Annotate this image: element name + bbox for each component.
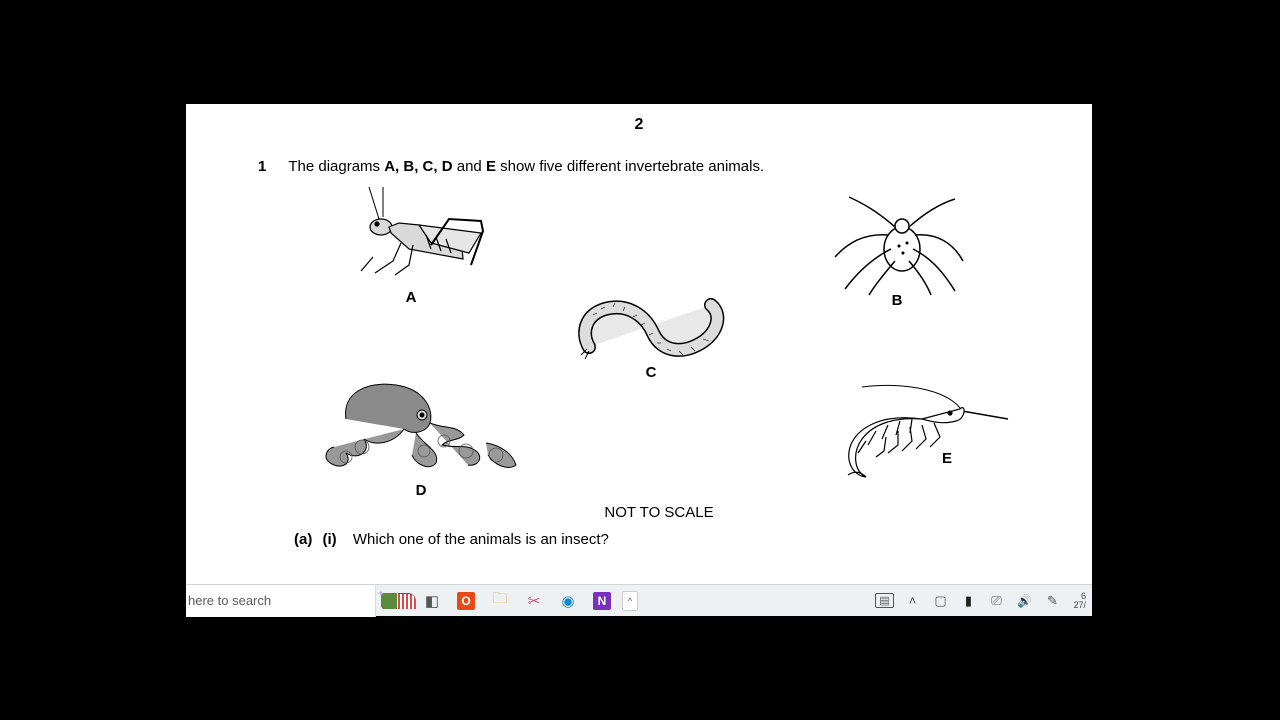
subpart-label: (i) bbox=[323, 531, 337, 548]
onenote-icon[interactable]: N bbox=[586, 585, 618, 617]
search-placeholder: here to search bbox=[188, 593, 271, 608]
grasshopper-icon bbox=[331, 187, 491, 282]
taskbar-apps: ◧O🗀✂◉N bbox=[376, 585, 618, 616]
question-text: The diagrams A, B, C, D and E show five … bbox=[288, 158, 764, 175]
task-view-icon[interactable]: ◧ bbox=[416, 585, 448, 617]
snip-icon[interactable]: ✂ bbox=[518, 585, 550, 617]
diagram-area: A B bbox=[296, 183, 1022, 523]
search-input[interactable]: here to search bbox=[186, 585, 376, 617]
volume-icon[interactable]: 🔊 bbox=[1013, 590, 1035, 612]
expand-tray-icon[interactable]: ˄ bbox=[901, 590, 923, 612]
animal-a-grasshopper: A bbox=[326, 187, 496, 306]
animal-e-shrimp: E bbox=[822, 375, 1012, 509]
network-icon[interactable]: ⎚ bbox=[985, 590, 1007, 612]
label-e: E bbox=[852, 450, 1042, 467]
part-label: (a) bbox=[294, 531, 312, 548]
clock-date[interactable]: 627/ bbox=[1069, 592, 1086, 610]
overflow-chevron[interactable]: ^ bbox=[622, 591, 638, 611]
octopus-icon bbox=[316, 373, 526, 483]
news-widget-icon[interactable] bbox=[382, 585, 414, 617]
mic-icon[interactable]: ▮ bbox=[957, 590, 979, 612]
page-number: 2 bbox=[186, 104, 1092, 134]
news-tray-icon[interactable]: ▤ bbox=[873, 590, 895, 612]
label-a: A bbox=[326, 289, 496, 306]
file-explorer-icon[interactable]: 🗀 bbox=[484, 585, 516, 617]
shrimp-icon bbox=[822, 375, 1012, 485]
question-1: 1 The diagrams A, B, C, D and E show fiv… bbox=[186, 134, 1092, 175]
pen-icon[interactable]: ✎ bbox=[1041, 590, 1063, 612]
edge-icon[interactable]: ◉ bbox=[552, 585, 584, 617]
battery-icon[interactable]: ▢ bbox=[929, 590, 951, 612]
label-d: D bbox=[316, 482, 526, 499]
windows-taskbar[interactable]: here to search ◧O🗀✂◉N ^ ▤ ˄ ▢ ▮ ⎚ 🔊 ✎ 627/ bbox=[186, 584, 1092, 616]
not-to-scale-note: NOT TO SCALE bbox=[604, 504, 713, 521]
animal-c-millipede: C bbox=[566, 289, 736, 381]
system-tray: ▤ ˄ ▢ ▮ ⎚ 🔊 ✎ 627/ bbox=[873, 585, 1092, 616]
sub-question-text: Which one of the animals is an insect? bbox=[353, 531, 609, 548]
animal-b-spider: B bbox=[822, 191, 972, 309]
sub-question-a-i: (a) (i) Which one of the animals is an i… bbox=[186, 523, 1092, 548]
question-number: 1 bbox=[258, 158, 266, 175]
millipede-icon bbox=[571, 289, 731, 369]
office-icon[interactable]: O bbox=[450, 585, 482, 617]
document-page: 2 1 The diagrams A, B, C, D and E show f… bbox=[186, 104, 1092, 584]
animal-d-octopus: D bbox=[316, 373, 526, 499]
spider-icon bbox=[827, 191, 967, 301]
